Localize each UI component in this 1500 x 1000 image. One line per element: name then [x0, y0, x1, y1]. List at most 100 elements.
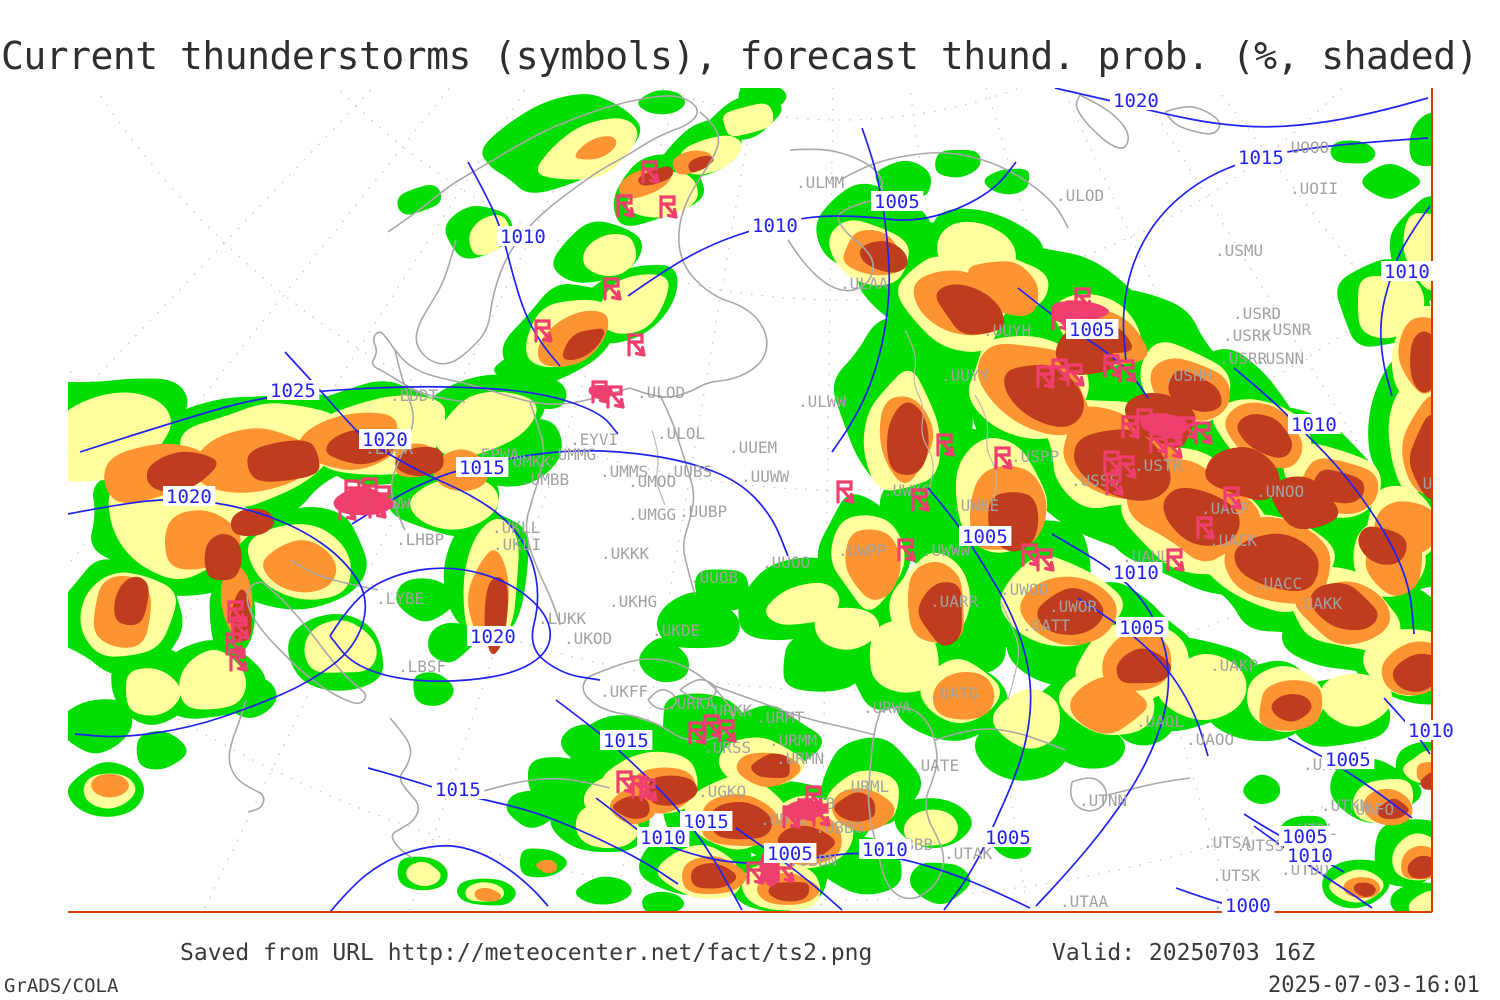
thunderstorm-symbol	[1036, 365, 1055, 389]
station-label: .UMGG	[628, 505, 676, 524]
station-label: .UKFF	[600, 682, 648, 701]
thunderstorm-symbol	[1121, 415, 1140, 439]
thunderstorm-symbol	[797, 798, 816, 822]
station-label: .EDDT	[390, 386, 439, 405]
station-label: .URMT	[756, 708, 805, 727]
station-label: .UMMS	[600, 462, 648, 481]
isobar-label: 1015	[683, 811, 729, 833]
station-label: .USNR	[1263, 320, 1312, 339]
generator-text: GrADS/COLA	[4, 975, 119, 997]
station-label: .ULWW	[798, 392, 847, 411]
station-label: .UMMG	[548, 445, 596, 464]
station-label: .URSS	[703, 738, 751, 757]
isobar-label: 1015	[435, 779, 481, 801]
station-label: .UATE	[911, 756, 959, 775]
station-label: .ULAA	[840, 274, 889, 293]
station-label: .ULOD	[1056, 186, 1104, 205]
thunderstorm-symbol	[1074, 287, 1093, 311]
thunderstorm-symbol	[936, 433, 955, 457]
thunderstorm-symbol	[1151, 413, 1170, 437]
station-label: .USMU	[1215, 241, 1263, 260]
station-label: .UARR	[930, 592, 979, 611]
station-label: .UGKO	[698, 782, 746, 801]
thunderstorm-symbol	[1194, 421, 1213, 445]
station-label: .UAFO	[1346, 800, 1394, 819]
station-label: .UWPP	[838, 541, 886, 560]
thunderstorm-symbol	[374, 485, 393, 509]
isobar-label: 1005	[874, 191, 920, 213]
station-label: .UTAA	[1060, 892, 1109, 911]
station-label: .UACK	[1209, 531, 1258, 550]
station-label: .USHH	[1164, 366, 1212, 385]
isobar-label: 1010	[1408, 720, 1454, 742]
station-label: .UTNN	[1079, 791, 1127, 810]
station-label: .USRR	[1219, 349, 1268, 368]
station-label: .LHBP	[396, 530, 444, 549]
isobar-label: 1010	[862, 839, 908, 861]
thunderstorm-symbol	[231, 616, 250, 640]
isobar-label: 1015	[603, 730, 649, 752]
isobar-label: 1025	[270, 380, 316, 402]
thunderstorm-symbol	[1166, 548, 1185, 572]
station-label: .URMM	[769, 731, 817, 750]
station-label: .USRK	[1223, 326, 1272, 345]
isobar-label: 1010	[640, 827, 686, 849]
station-label: .UWKS	[883, 481, 931, 500]
thunderstorm-symbol	[1103, 450, 1122, 474]
station-label: .UATG	[930, 684, 978, 703]
source-url-text: Saved from URL http://meteocenter.net/fa…	[180, 940, 873, 966]
thunderstorm-symbol	[606, 385, 625, 409]
station-label: .USPP	[1011, 447, 1059, 466]
station-label: .UOII	[1290, 179, 1338, 198]
station-label: .USRD	[1233, 304, 1281, 323]
station-label: .UTSS	[1236, 836, 1284, 855]
station-label-layer: .EDDT.LKPR.EPWA.EYVI.UMMG.UMMS.UMBB.UMOO…	[362, 138, 1432, 912]
station-label: .UAOO	[1186, 730, 1234, 749]
thunderstorm-symbol	[1223, 486, 1242, 510]
station-label: .UUOO	[762, 553, 810, 572]
thunderstorm-symbol	[227, 600, 246, 624]
station-label: .UKKK	[601, 544, 650, 563]
thunderstorm-symbol	[1066, 300, 1085, 324]
station-label: .UAKP	[1210, 656, 1258, 675]
thunderstorm-symbol	[361, 477, 380, 501]
station-label: .UMBB	[521, 470, 569, 489]
thunderstorm-symbol	[994, 446, 1013, 470]
station-label: .USNN	[1256, 349, 1304, 368]
station-label: .URMN	[776, 749, 824, 768]
station-label: .ULMM	[796, 173, 844, 192]
thunderstorm-symbol	[1118, 359, 1137, 383]
page-title: Current thunderstorms (symbols), forecas…	[1, 34, 1478, 78]
thunderstorm-symbol	[1105, 472, 1124, 496]
station-label: .ULOL	[657, 424, 705, 443]
station-label: .UATT	[1022, 616, 1071, 635]
thunderstorm-symbol	[616, 770, 635, 794]
isobar-label: 1020	[362, 429, 408, 451]
isobar-label: 1010	[1287, 845, 1333, 867]
thunderstorm-symbol	[688, 721, 707, 745]
isobar-label: 1005	[767, 843, 813, 865]
station-label: .UACC	[1254, 574, 1302, 593]
thunderstorm-symbol	[1149, 430, 1168, 454]
thunderstorm-symbol	[1051, 358, 1070, 382]
thunderstorm-symbol	[805, 785, 824, 809]
isobar-label: 1005	[1282, 826, 1328, 848]
station-label: .UKLI	[493, 535, 541, 554]
station-label: .ULOD	[637, 383, 685, 402]
thunderstorm-symbol	[616, 194, 635, 218]
isobar-label: 1005	[1069, 319, 1115, 341]
isobar-label: 1020	[470, 626, 516, 648]
thunderstorm-symbol	[225, 632, 244, 656]
thunderstorm-symbol	[718, 719, 737, 743]
station-label: .UAUU	[1122, 547, 1170, 566]
station-label: .UBBG	[815, 818, 863, 837]
isobar-label: 1010	[1384, 261, 1430, 283]
thunderstorm-symbol	[591, 380, 610, 404]
river-layer	[651, 329, 1020, 701]
station-label: .URKA	[667, 694, 716, 713]
thunderstorm-symbol	[1164, 435, 1183, 459]
thunderstorm-symbol	[641, 160, 660, 184]
